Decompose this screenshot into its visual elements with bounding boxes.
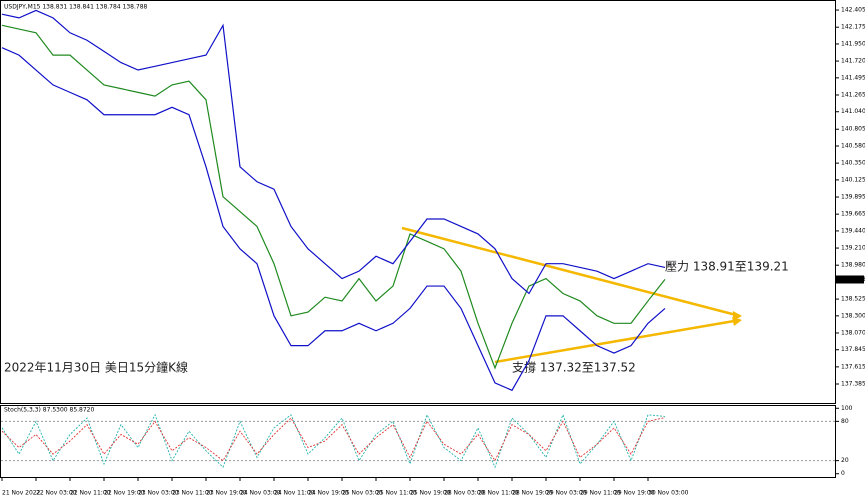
y-tick-label: 138.980 bbox=[841, 262, 865, 269]
support-trendline bbox=[494, 318, 741, 364]
x-tick-label: 29 Nov 11:00 bbox=[580, 490, 621, 497]
stoch-line bbox=[1, 417, 666, 462]
y-tick-label: 80 bbox=[841, 418, 849, 425]
arrow-head bbox=[732, 317, 742, 326]
y-tick-label: 140.350 bbox=[841, 160, 865, 167]
x-tick-label: 24 Nov 03:00 bbox=[240, 490, 281, 497]
y-tick-label: 141.040 bbox=[841, 108, 865, 115]
y-tick-label: 142.175 bbox=[841, 24, 865, 31]
x-tick-label: 28 Nov 03:00 bbox=[444, 490, 485, 497]
y-tick-label: 140.805 bbox=[841, 126, 865, 133]
y-tick-label: 140.580 bbox=[841, 143, 865, 150]
price-line bbox=[1, 47, 666, 392]
y-tick-label: 139.665 bbox=[841, 211, 865, 218]
stoch-title: Stoch(5,3,3) 87.5300 85.8720 bbox=[4, 407, 95, 414]
x-tick-label: 23 Nov 19:00 bbox=[206, 490, 247, 497]
y-tick-label: 100 bbox=[841, 405, 853, 412]
price-line bbox=[1, 24, 666, 370]
y-tick-label: 140.125 bbox=[841, 176, 865, 183]
x-tick-label: 28 Nov 19:00 bbox=[512, 490, 553, 497]
x-tick-label: 29 Nov 03:00 bbox=[546, 490, 587, 497]
x-tick-label: 28 Nov 11:00 bbox=[478, 490, 519, 497]
x-tick-label: 30 Nov 03:00 bbox=[648, 490, 689, 497]
x-tick-label: 25 Nov 03:00 bbox=[342, 490, 383, 497]
y-tick-label: 141.265 bbox=[841, 91, 865, 98]
x-tick-label: 22 Nov 11:00 bbox=[70, 490, 111, 497]
x-tick-label: 23 Nov 03:00 bbox=[138, 490, 179, 497]
y-tick-label: 142.405 bbox=[841, 7, 865, 14]
y-tick-label: 137.845 bbox=[841, 346, 865, 353]
x-tick-label: 24 Nov 19:00 bbox=[308, 490, 349, 497]
main-panel bbox=[0, 0, 836, 404]
chart-title: USDJPY,M15 138.831 138.841 138.784 138.7… bbox=[4, 4, 148, 11]
annotation: 2022年11月30日 美日15分鐘K線 bbox=[4, 360, 188, 375]
y-tick-label: 141.950 bbox=[841, 40, 865, 47]
y-tick-label: 141.495 bbox=[841, 74, 865, 81]
annotation: 支撐 137.32至137.52 bbox=[512, 361, 636, 375]
current-price-box bbox=[836, 275, 864, 284]
x-tick-label: 25 Nov 19:00 bbox=[410, 490, 451, 497]
y-tick-label: 0 bbox=[841, 470, 845, 477]
x-tick-label: 23 Nov 11:00 bbox=[172, 490, 213, 497]
current-price-label: 138.788 bbox=[841, 276, 865, 283]
y-tick-label: 138.070 bbox=[841, 329, 865, 336]
y-tick-label: 137.615 bbox=[841, 363, 865, 370]
y-tick-label: 137.385 bbox=[841, 381, 865, 388]
y-tick-label: 139.210 bbox=[841, 245, 865, 252]
price-line bbox=[1, 9, 666, 295]
x-tick-label: 21 Nov 2022 bbox=[2, 490, 41, 497]
y-tick-label: 20 bbox=[841, 457, 849, 464]
x-tick-label: 22 Nov 03:00 bbox=[36, 490, 77, 497]
x-tick-label: 29 Nov 19:00 bbox=[614, 490, 655, 497]
y-tick-label: 138.300 bbox=[841, 312, 865, 319]
x-tick-label: 24 Nov 11:00 bbox=[274, 490, 315, 497]
resistance-trendline bbox=[401, 226, 741, 318]
y-tick-label: 139.440 bbox=[841, 227, 865, 234]
x-tick-label: 22 Nov 19:00 bbox=[104, 490, 145, 497]
stoch-panel bbox=[0, 405, 836, 478]
annotation: 壓力 138.91至139.21 bbox=[665, 260, 789, 274]
x-tick-label: 25 Nov 11:00 bbox=[376, 490, 417, 497]
y-tick-label: 139.895 bbox=[841, 194, 865, 201]
y-tick-label: 141.720 bbox=[841, 58, 865, 65]
y-tick-label: 138.525 bbox=[841, 296, 865, 303]
